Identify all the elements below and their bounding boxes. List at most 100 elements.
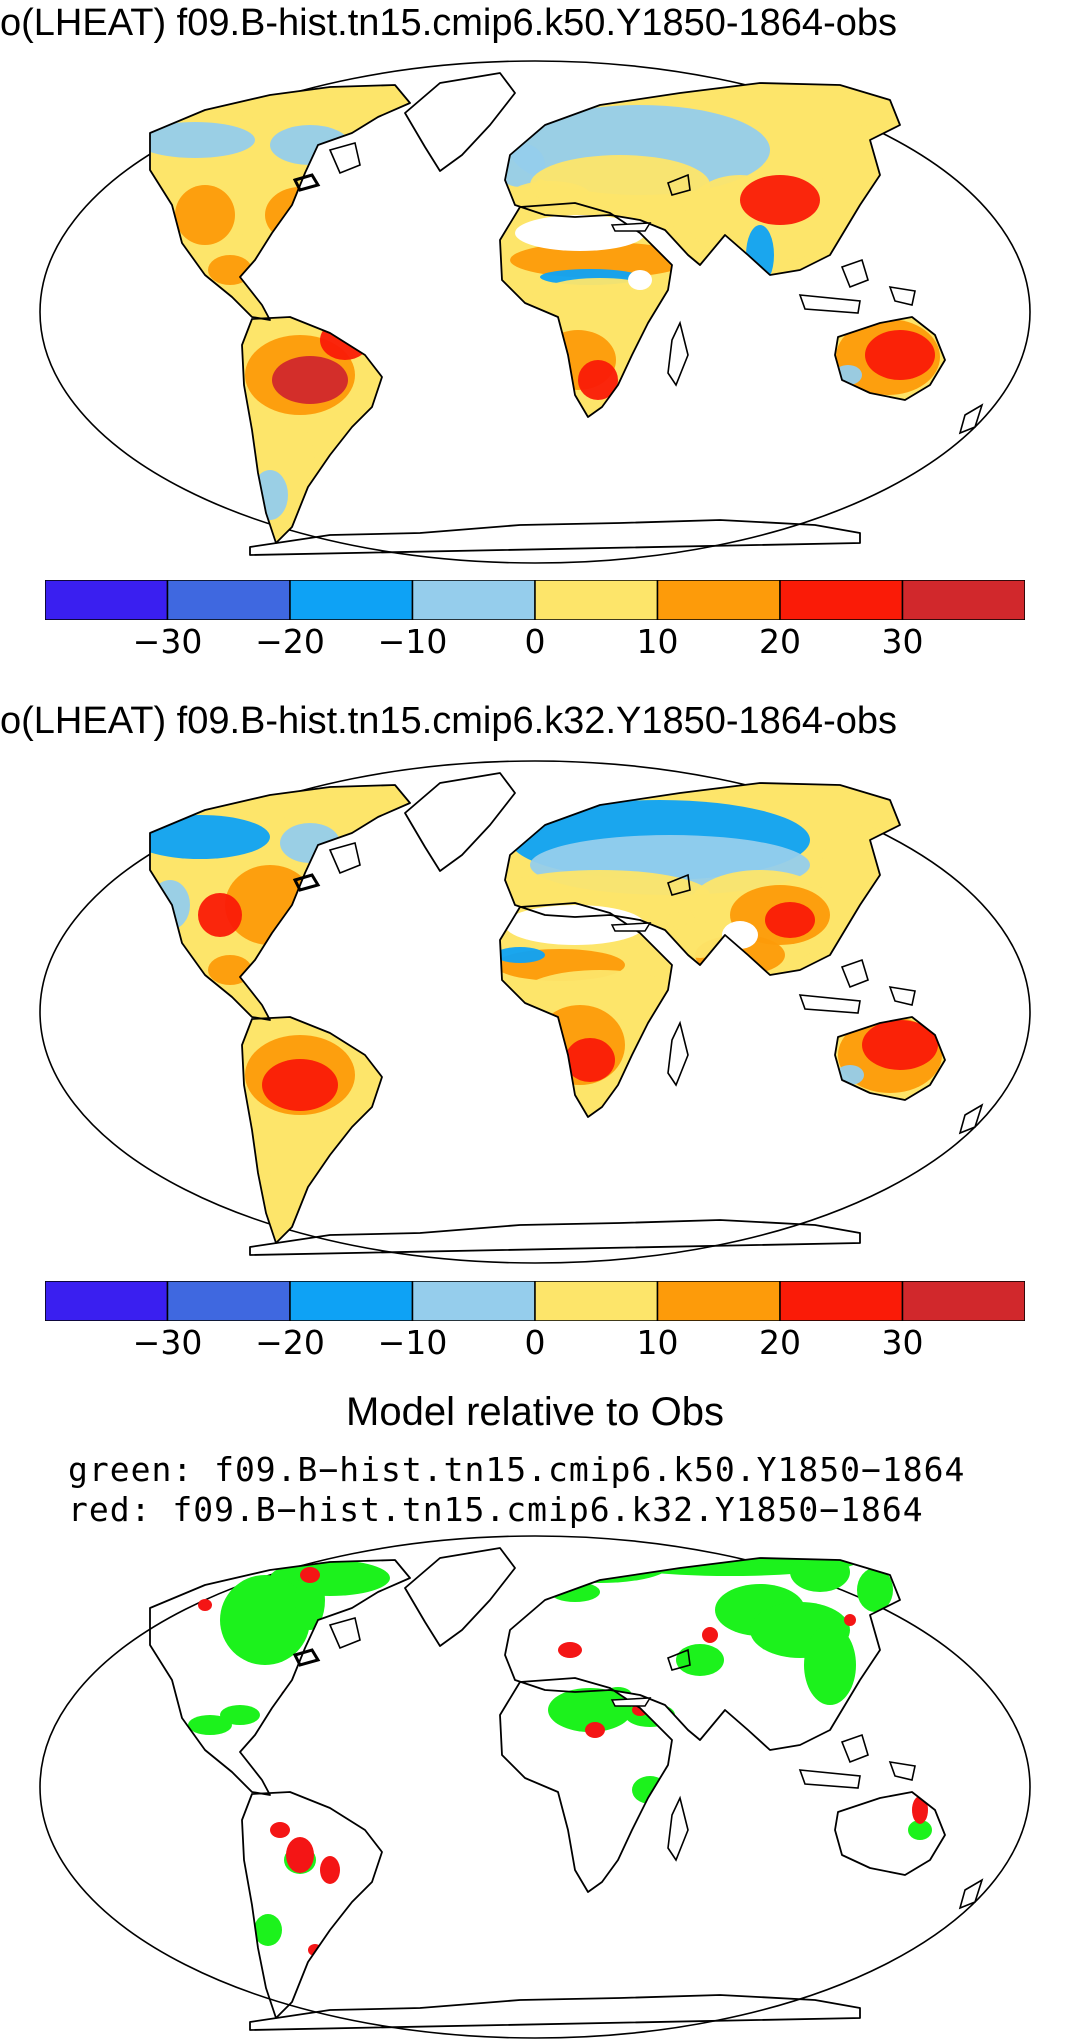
green-region — [857, 1568, 893, 1612]
island-coastline — [958, 1878, 984, 1910]
comparison-map — [39, 1535, 1031, 2039]
coastline-namerica — [149, 1559, 411, 1796]
hudson-bay — [328, 1617, 361, 1650]
data-region — [520, 970, 680, 1020]
colorbar-tick-label: −30 — [132, 622, 203, 661]
mediterranean — [610, 922, 652, 932]
colorbar-swatch — [779, 1281, 904, 1321]
island-coastline — [840, 1733, 869, 1764]
colorbar-tick-label: 30 — [881, 622, 924, 661]
green-region — [295, 1570, 325, 1630]
coastline-africa — [499, 202, 673, 418]
colorbar-swatch — [901, 1281, 1025, 1321]
panel-2-map — [39, 760, 1031, 1264]
comparison-title: Model relative to Obs — [346, 1390, 724, 1434]
colorbar-swatch — [166, 580, 291, 620]
coastline-antarctica — [249, 1994, 861, 2031]
data-region — [510, 242, 690, 278]
no-data-region — [515, 215, 645, 251]
data-region — [865, 330, 935, 380]
panel-2-title: o(LHEAT) f09.B-hist.tn15.cmip6.k32.Y1850… — [0, 700, 897, 742]
coastline-eurasia — [504, 782, 901, 976]
green-region — [790, 1552, 850, 1592]
colorbar-tick-label: 20 — [759, 622, 801, 661]
colorbar-tick-label: −20 — [255, 1323, 325, 1362]
data-region — [740, 175, 820, 225]
data-region — [530, 155, 710, 215]
green-region — [254, 1914, 282, 1946]
colorbar-swatch — [45, 580, 169, 620]
island-coastline — [667, 1648, 691, 1671]
island-coastline — [667, 320, 689, 387]
coastline-samerica — [241, 1791, 383, 2019]
colorbar-swatch — [411, 580, 536, 620]
colorbar-swatch — [534, 580, 659, 620]
colorbar-swatch — [656, 1281, 781, 1321]
data-field — [150, 773, 945, 1243]
colorbar-swatch — [166, 1281, 291, 1321]
island-coastline — [888, 985, 916, 1006]
coastline-antarctica — [249, 1219, 861, 1256]
coastline-africa — [499, 902, 673, 1118]
red-region — [300, 1567, 320, 1583]
red-region — [844, 1614, 856, 1626]
coastline-australia — [834, 1016, 946, 1101]
red-region — [286, 1837, 314, 1873]
coastline-greenland — [404, 772, 516, 872]
panel-2-colorbar — [45, 1281, 1025, 1321]
coastline-australia — [834, 316, 946, 401]
data-region — [262, 1059, 338, 1111]
great-lakes — [292, 173, 321, 192]
colorbar-swatch — [901, 580, 1025, 620]
colorbar-tick-label: −30 — [132, 1323, 203, 1362]
hudson-bay — [328, 142, 361, 175]
island-coastline — [667, 873, 691, 896]
red-region — [912, 1796, 928, 1824]
island-coastline — [958, 1103, 984, 1135]
green-region — [170, 1548, 260, 1570]
data-region — [175, 185, 235, 245]
red-region — [558, 1642, 582, 1658]
colorbar-swatch — [656, 580, 781, 620]
data-region — [765, 902, 815, 938]
coastline-greenland — [404, 1547, 516, 1647]
great-lakes — [292, 1648, 321, 1667]
colorbar-swatch — [779, 580, 904, 620]
data-region — [198, 893, 242, 937]
colorbar-tick-label: −20 — [255, 622, 325, 661]
green-region — [676, 1644, 724, 1676]
globe-outline — [39, 1535, 1031, 2039]
no-data-region — [405, 773, 515, 871]
coastline-samerica — [241, 1016, 383, 1244]
island-coastline — [888, 1760, 916, 1781]
mediterranean — [610, 222, 652, 232]
green-region — [220, 1575, 310, 1665]
red-region — [585, 1722, 605, 1738]
data-region — [578, 360, 618, 400]
coastline-australia — [834, 1791, 946, 1876]
coastline-namerica — [149, 84, 411, 321]
data-region — [150, 122, 255, 158]
coastline-africa — [499, 1677, 673, 1893]
island-coastline — [798, 994, 861, 1014]
island-coastline — [798, 294, 861, 314]
green-region — [220, 1705, 260, 1725]
colorbar-swatch — [45, 1281, 169, 1321]
island-coastline — [667, 173, 691, 196]
green-region — [804, 1625, 856, 1705]
hudson-bay — [328, 842, 361, 875]
no-data-region — [628, 270, 652, 290]
island-coastline — [888, 285, 916, 306]
green-region — [188, 1715, 232, 1735]
colorbar-tick-label: 10 — [636, 1323, 679, 1362]
colorbar-swatch — [289, 580, 414, 620]
colorbar-tick-label: 0 — [524, 1323, 546, 1362]
green-legend-label: green: f09.B−hist.tn15.cmip6.k50.Y1850−1… — [68, 1450, 966, 1489]
panel-1-title: o(LHEAT) f09.B-hist.tn15.cmip6.k50.Y1850… — [0, 2, 897, 44]
data-region — [565, 1038, 615, 1082]
island-coastline — [667, 1020, 689, 1087]
mediterranean — [610, 1697, 652, 1707]
red-region — [702, 1627, 718, 1643]
coastline-namerica — [149, 784, 411, 1021]
green-region — [908, 1820, 932, 1840]
